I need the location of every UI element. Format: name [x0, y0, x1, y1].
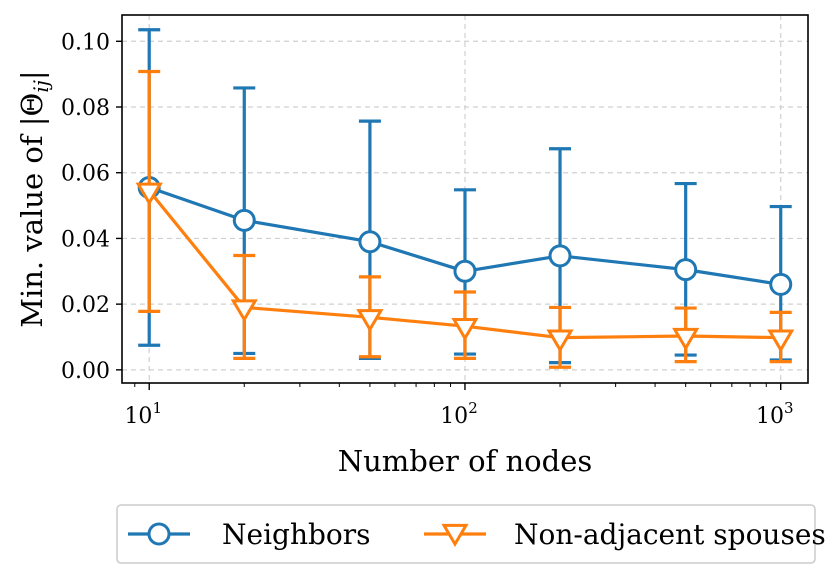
data-point: [769, 272, 793, 296]
x-tick-label: 103: [756, 399, 794, 429]
y-tick-label: 0.08: [61, 96, 110, 121]
legend-label: Neighbors: [222, 518, 371, 551]
legend-entry: Non-adjacent spouses: [424, 518, 826, 551]
data-point: [358, 230, 382, 254]
data-point: [674, 258, 698, 282]
y-tick-label: 0.10: [61, 30, 110, 55]
data-point: [767, 329, 795, 353]
y-tick-label: 0.00: [61, 359, 110, 384]
data-point: [230, 299, 258, 323]
series-layer: [135, 28, 795, 369]
axis-ticks: 0.00 0.02 0.04 0.06 0.08 0.10 101 102 103: [61, 30, 793, 429]
y-axis-label-subscript: ij: [29, 80, 53, 93]
legend-marker: [441, 523, 469, 548]
y-tick-label: 0.02: [61, 293, 110, 318]
legend-entry: Neighbors: [128, 518, 371, 551]
y-axis-label: Min. value of |Θij|: [15, 70, 53, 327]
series-1: [137, 28, 793, 365]
data-point: [672, 327, 700, 352]
data-point: [546, 329, 574, 353]
y-tick-label: 0.04: [61, 227, 110, 252]
data-point: [135, 182, 163, 206]
data-point: [453, 259, 477, 283]
legend: Neighbors Non-adjacent spouses: [116, 504, 826, 564]
x-axis-label: Number of nodes: [338, 444, 593, 478]
y-tick-label: 0.06: [61, 162, 110, 187]
data-point: [451, 318, 479, 342]
legend-label: Non-adjacent spouses: [514, 518, 826, 551]
data-point: [232, 208, 256, 232]
legend-marker: [147, 522, 171, 546]
data-point: [356, 309, 384, 333]
y-axis-label-prefix: Min. value of |Θ: [15, 93, 49, 328]
series-2: [135, 69, 795, 369]
y-axis-label-suffix: |: [15, 70, 49, 80]
data-point: [548, 244, 572, 268]
x-tick-label: 101: [124, 399, 162, 429]
x-tick-label: 102: [440, 399, 478, 429]
